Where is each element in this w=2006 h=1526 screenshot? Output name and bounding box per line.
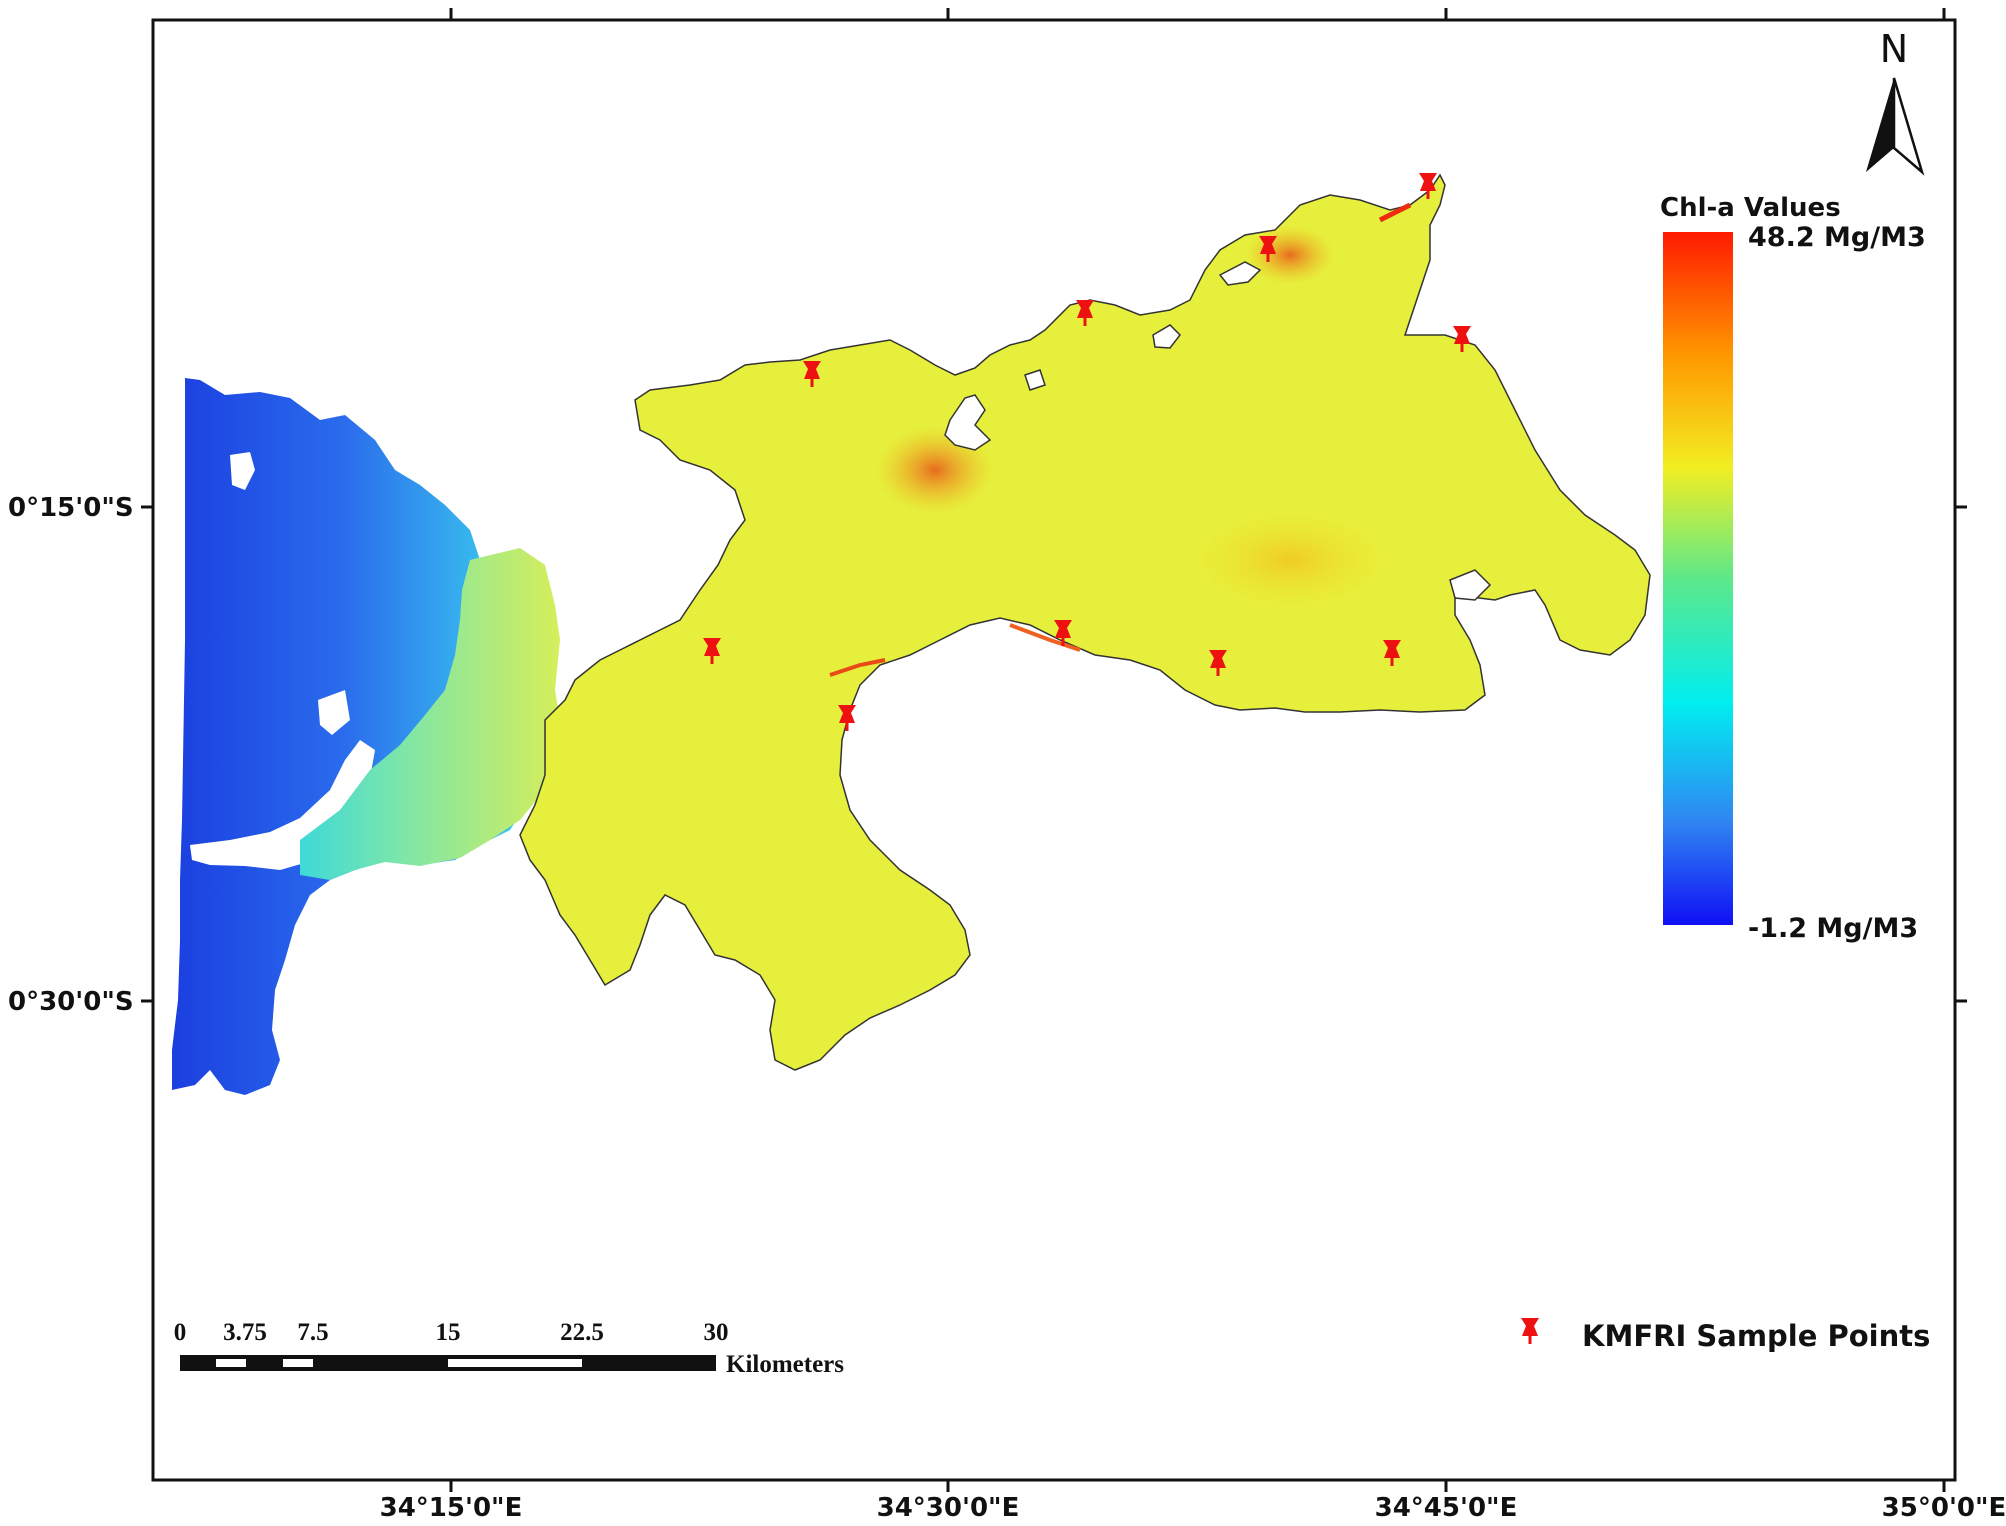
x-label-34-30: 34°30'0"E [877, 1493, 1020, 1523]
island-main-3 [1152, 324, 1181, 349]
chl-shore-streak-3 [1378, 202, 1412, 223]
y-label-0-15: 0°15'0"S [8, 493, 134, 523]
x-label-34-15: 34°15'0"E [380, 1493, 523, 1523]
scale-tick-15: 15 [436, 1319, 461, 1346]
legend: KMFRI Sample Points [1519, 1316, 1930, 1353]
colorbar-title: Chl-a Values [1660, 193, 1841, 223]
chl-shore-streak-2 [829, 658, 886, 677]
north-arrow-label: N [1880, 27, 1908, 71]
lake-west-section [172, 378, 555, 1095]
scale-tick-0: 0 [174, 1319, 187, 1346]
scale-unit: Kilometers [726, 1351, 844, 1378]
island-main-5 [1449, 569, 1492, 601]
lake-island-west-2 [230, 452, 255, 490]
colorbar-min-label: -1.2 Mg/M3 [1748, 913, 1918, 944]
map-frame [151, 18, 1957, 1482]
graticule-ticks [141, 8, 1967, 1492]
colorbar-max-label: 48.2 Mg/M3 [1748, 222, 1926, 253]
x-label-34-45: 34°45'0"E [1375, 1493, 1518, 1523]
colorbar: Chl-a Values 48.2 Mg/M3 -1.2 Mg/M3 [1660, 193, 1926, 944]
north-arrow-icon [1866, 78, 1894, 172]
lake-island-west-3 [318, 690, 350, 735]
legend-marker [1519, 1316, 1541, 1346]
scale-tick-22-5: 22.5 [560, 1319, 604, 1346]
scale-tick-3-75: 3.75 [223, 1319, 267, 1346]
scale-bar: 0 3.75 7.5 15 22.5 30 Kilometers [174, 1319, 845, 1378]
lake-main-section [519, 173, 1651, 1071]
legend-label: KMFRI Sample Points [1582, 1319, 1930, 1353]
chl-hotspot-shore [1245, 225, 1335, 285]
island-main-2 [1024, 369, 1046, 391]
y-label-0-30: 0°30'0"S [8, 987, 134, 1017]
chl-hotspot-east [1180, 505, 1400, 615]
island-main-4 [1218, 261, 1262, 286]
scale-tick-7-5: 7.5 [297, 1319, 328, 1346]
north-arrow: N [1866, 27, 1925, 176]
colorbar-gradient [1663, 232, 1733, 925]
x-label-35-00: 35°0'0"E [1882, 1493, 2006, 1523]
lake-neck-section [300, 548, 560, 880]
scale-tick-30: 30 [704, 1319, 729, 1346]
chl-shore-streak [1009, 623, 1081, 652]
island-main-1 [944, 394, 992, 451]
